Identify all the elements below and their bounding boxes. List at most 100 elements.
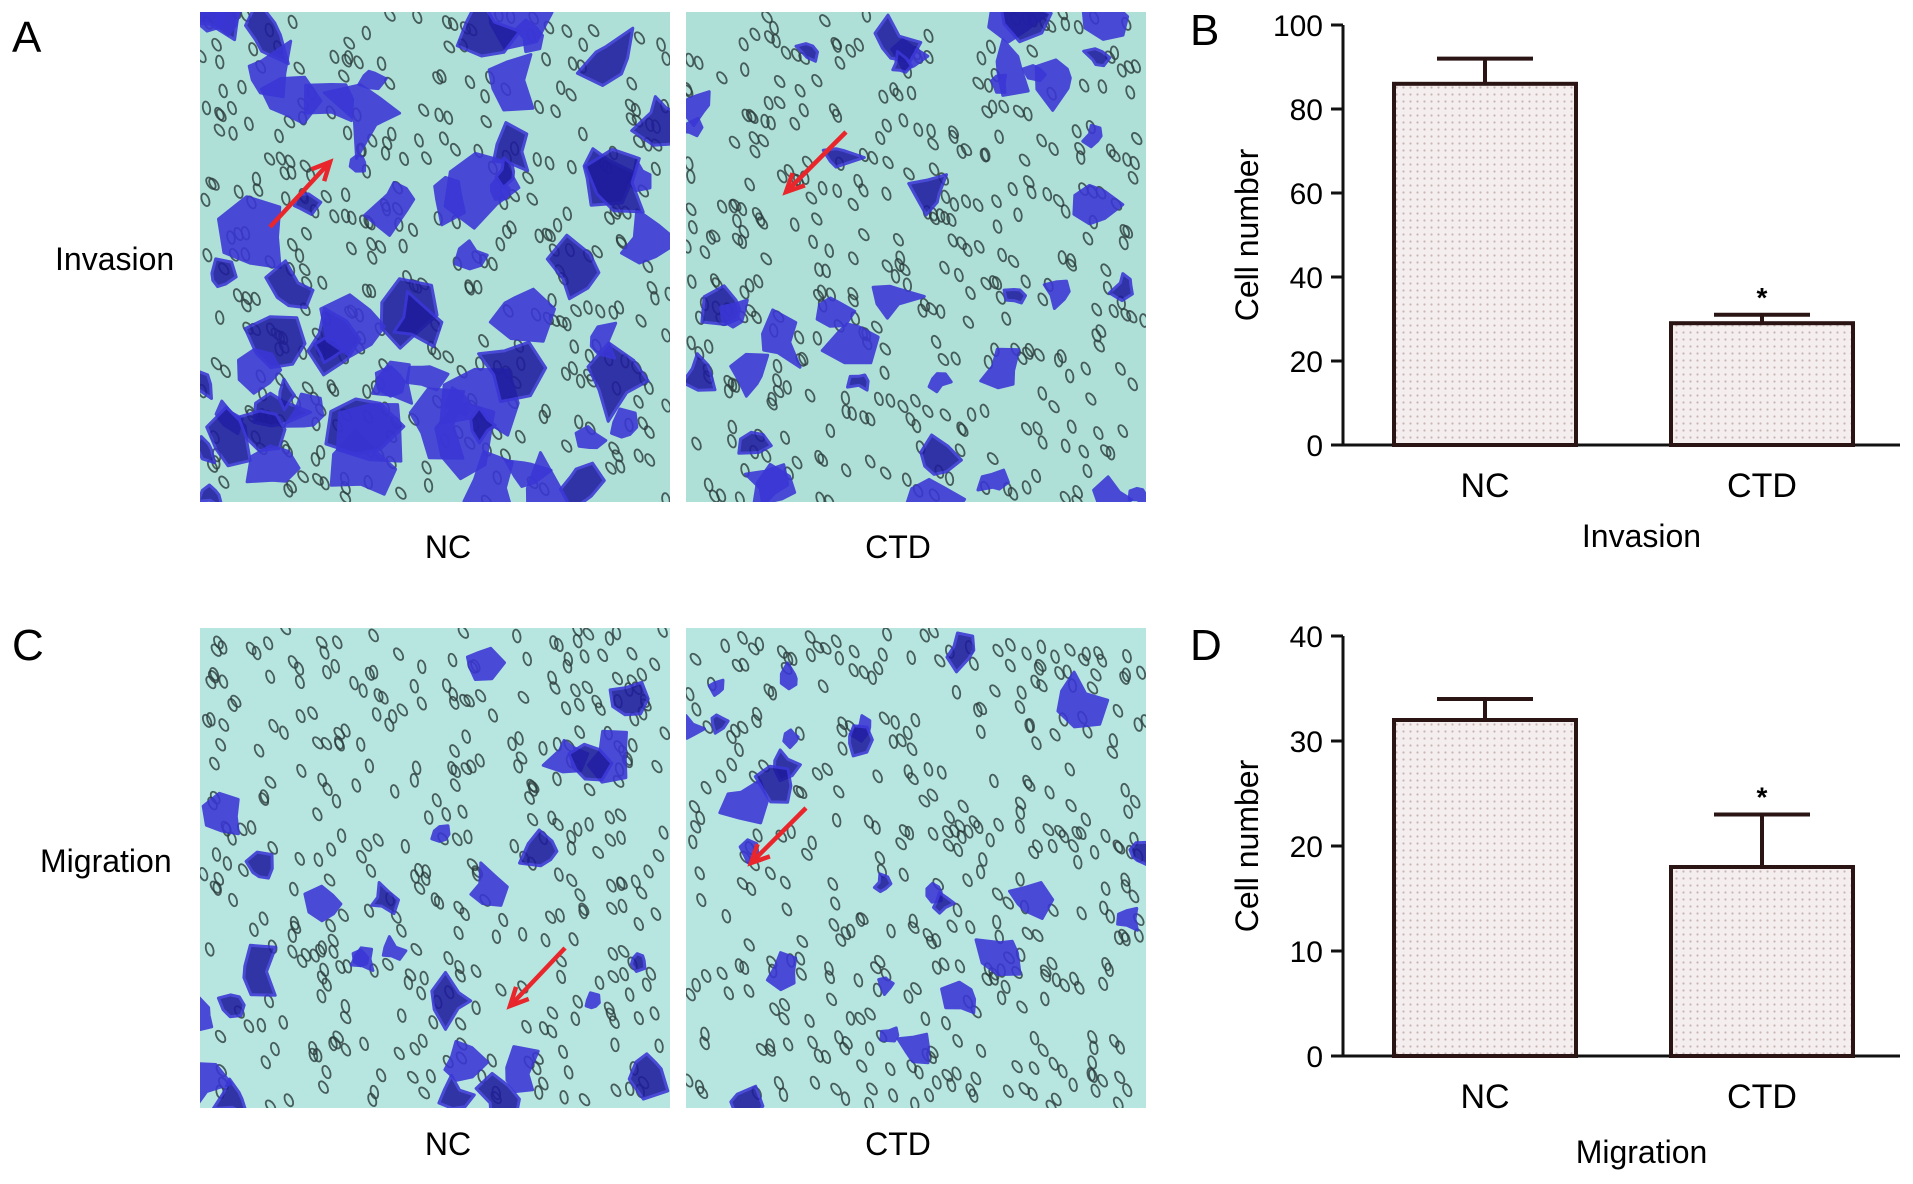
membrane-pore (989, 773, 999, 789)
membrane-pore (946, 1077, 957, 1093)
panel-letter-d: D (1190, 621, 1222, 670)
membrane-pore (1007, 254, 1020, 268)
membrane-pore (986, 452, 999, 465)
membrane-pore (513, 759, 524, 774)
membrane-pore (375, 1068, 387, 1083)
membrane-pore (464, 75, 476, 90)
membrane-pore (650, 907, 662, 921)
stained-cell (357, 69, 388, 91)
membrane-pore (555, 908, 565, 923)
membrane-pore (338, 69, 350, 83)
membrane-pore (998, 99, 1010, 114)
membrane-pore (610, 1083, 622, 1098)
membrane-pore (376, 56, 387, 71)
membrane-pore (890, 269, 901, 284)
membrane-pore (263, 152, 276, 166)
membrane-pore (1029, 1030, 1040, 1046)
membrane-pore (1004, 658, 1016, 673)
membrane-pore (614, 808, 627, 822)
micrograph-invasion-ctd (686, 12, 1146, 502)
membrane-pore (1074, 980, 1085, 995)
membrane-pore (264, 775, 277, 789)
membrane-pore (1080, 361, 1091, 376)
stained-cell (200, 483, 223, 502)
stained-cell (976, 468, 1010, 492)
membrane-pore (389, 784, 400, 799)
membrane-pore (317, 772, 328, 788)
membrane-pore (948, 125, 960, 139)
membrane-pore (553, 867, 564, 882)
membrane-pore (756, 216, 769, 230)
stained-cell (567, 742, 614, 782)
membrane-pore (734, 491, 745, 502)
membrane-pore (507, 736, 517, 752)
stained-cell (283, 392, 325, 428)
membrane-pore (889, 82, 899, 97)
membrane-pore (827, 877, 839, 891)
stained-cell (940, 980, 977, 1015)
stained-cell (872, 872, 893, 894)
membrane-pore (604, 833, 617, 847)
membrane-pore (906, 650, 917, 665)
membrane-pore (975, 701, 988, 716)
membrane-pore (359, 1036, 369, 1052)
membrane-pore (882, 155, 894, 170)
membrane-pore (858, 228, 870, 242)
membrane-pore (979, 403, 990, 418)
category-label-nc: NC (1460, 467, 1509, 505)
membrane-pore (1098, 976, 1109, 991)
membrane-pore (213, 123, 226, 137)
membrane-pore (368, 628, 379, 643)
membrane-pore (619, 967, 630, 982)
membrane-pore (699, 245, 711, 260)
membrane-pore (972, 198, 984, 212)
membrane-pore (313, 852, 324, 867)
membrane-pore (382, 957, 394, 971)
membrane-pore (773, 74, 786, 88)
membrane-pore (367, 250, 378, 265)
membrane-pore (794, 84, 806, 98)
membrane-pore (299, 159, 312, 173)
membrane-pore (956, 236, 967, 251)
membrane-pore (956, 144, 967, 159)
membrane-pore (269, 1041, 280, 1057)
membrane-pore (307, 706, 318, 720)
membrane-pore (848, 663, 859, 678)
membrane-pore (417, 1033, 428, 1048)
membrane-pore (953, 842, 964, 858)
stained-cell (589, 321, 618, 360)
membrane-pore (470, 964, 482, 978)
stained-cell (871, 284, 926, 320)
membrane-pore (858, 665, 870, 680)
membrane-pore (1013, 207, 1023, 223)
stained-cell (559, 461, 606, 502)
membrane-pore (833, 785, 845, 799)
membrane-pore (913, 122, 924, 137)
membrane-pore (848, 251, 859, 266)
membrane-pore (351, 778, 362, 793)
membrane-pore (533, 99, 544, 115)
membrane-pore (509, 838, 520, 854)
stained-cell (765, 951, 798, 992)
membrane-pore (250, 291, 261, 306)
membrane-pore (751, 206, 763, 221)
membrane-pore (300, 947, 312, 962)
membrane-pore (572, 633, 583, 649)
membrane-pore (649, 1006, 660, 1021)
membrane-pore (898, 113, 909, 128)
membrane-pore (218, 83, 228, 99)
membrane-pore (480, 89, 490, 104)
membrane-pore (395, 486, 407, 500)
membrane-pore (957, 799, 969, 814)
membrane-pore (743, 938, 755, 952)
membrane-pore (1100, 263, 1112, 277)
membrane-pore (811, 74, 823, 88)
pointer-arrow (784, 130, 848, 194)
membrane-pore (362, 384, 372, 399)
membrane-pore (1105, 909, 1116, 924)
membrane-pore (763, 30, 775, 44)
membrane-pore (583, 300, 593, 315)
membrane-pore (409, 773, 419, 788)
membrane-pore (763, 95, 774, 111)
membrane-pore (512, 628, 522, 644)
